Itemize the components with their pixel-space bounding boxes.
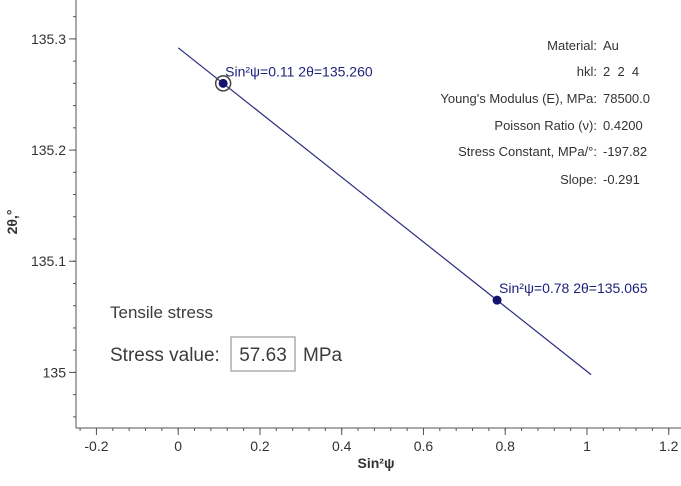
info-value-slope: -0.291 xyxy=(603,172,640,187)
x-axis-title: Sin²ψ xyxy=(358,455,395,471)
x-tick-label: 0.2 xyxy=(250,438,270,454)
stress-value-label: Stress value: xyxy=(110,345,220,366)
y-axis-title: 2θ,° xyxy=(4,210,20,235)
info-label-material: Material: xyxy=(547,38,597,53)
info-value-poisson-ratio: 0.4200 xyxy=(603,118,643,133)
series: Sin²ψ=0.11 2θ=135.260 Sin²ψ=0.78 2θ=135.0… xyxy=(177,47,648,376)
point-label: Sin²ψ=0.78 2θ=135.065 xyxy=(499,280,648,296)
x-ticks: -0.2 0 0.2 0.4 0.6 0.8 1 1.2 xyxy=(79,428,679,454)
info-panel: Material: Au hkl: 2 2 4 Young's Modulus … xyxy=(440,38,650,187)
x-tick-label: 0.4 xyxy=(332,438,352,454)
y-tick-label: 135 xyxy=(43,364,67,380)
x-tick-label: 0 xyxy=(174,438,182,454)
info-label-youngs-modulus: Young's Modulus (E), MPa: xyxy=(440,91,597,106)
data-point xyxy=(218,78,228,88)
y-ticks: 135 135.1 135.2 135.3 xyxy=(31,16,76,418)
x-tick-label: 1.2 xyxy=(659,438,679,454)
info-value-material: Au xyxy=(603,38,619,53)
axes xyxy=(75,0,681,429)
info-value-youngs-modulus: 78500.0 xyxy=(603,91,650,106)
info-value-stress-constant: -197.82 xyxy=(603,144,647,159)
x-tick-label: 0.8 xyxy=(495,438,515,454)
x-tick-label: 0.6 xyxy=(414,438,434,454)
stress-value-box xyxy=(230,336,296,372)
info-value-hkl: 2 2 4 xyxy=(603,64,639,79)
stress-type-label: Tensile stress xyxy=(110,303,213,322)
point-highlight-ring xyxy=(214,75,232,92)
stress-unit: MPa xyxy=(303,345,343,366)
info-label-slope: Slope: xyxy=(560,172,597,187)
y-tick-label: 135.3 xyxy=(31,31,66,47)
point-label: Sin²ψ=0.11 2θ=135.260 xyxy=(225,63,373,79)
stress-value: 57.63 xyxy=(239,345,287,366)
y-tick-label: 135.2 xyxy=(31,142,66,158)
info-label-poisson-ratio: Poisson Ratio (ν): xyxy=(494,118,597,133)
info-label-hkl: hkl: xyxy=(577,64,597,79)
x-tick-label: -0.2 xyxy=(84,438,108,454)
info-label-stress-constant: Stress Constant, MPa/°: xyxy=(458,144,597,159)
stress-panel: Tensile stress Stress value: 57.63 MPa xyxy=(110,303,343,372)
fit-line xyxy=(177,47,592,376)
y-tick-label: 135.1 xyxy=(31,253,66,269)
x-tick-label: 1 xyxy=(583,438,591,454)
data-point xyxy=(492,295,502,305)
